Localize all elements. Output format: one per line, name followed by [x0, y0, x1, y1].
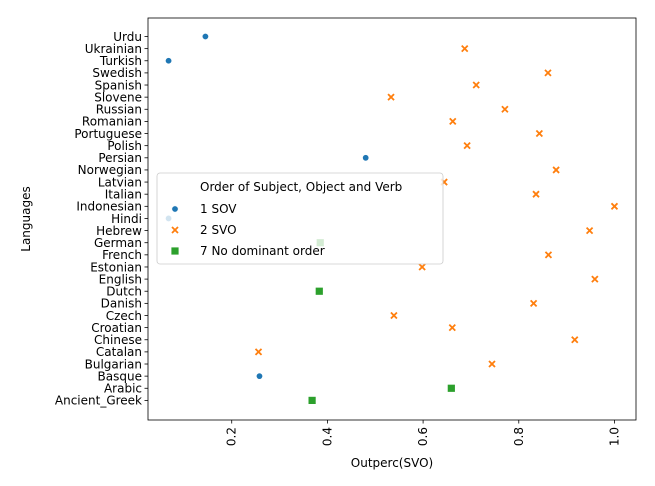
y-tick-label: Latvian	[98, 175, 142, 189]
y-tick-label: Estonian	[90, 260, 142, 274]
data-point	[463, 142, 471, 150]
data-point	[387, 93, 395, 101]
y-tick-label: Ukrainian	[85, 42, 142, 56]
legend-entry-label: 1 SOV	[200, 202, 237, 216]
data-point	[315, 287, 323, 295]
y-tick-label: Hindi	[111, 212, 142, 226]
y-tick-label: Urdu	[113, 30, 142, 44]
x-tick-label: 0.6	[416, 427, 430, 446]
y-tick-label: Slovene	[94, 90, 142, 104]
data-point	[591, 275, 599, 283]
x-tick-label: 0.2	[225, 427, 239, 446]
legend: Order of Subject, Object and Verb 1 SOV 2 …	[156, 172, 444, 265]
data-point	[165, 57, 173, 65]
data-point	[501, 105, 509, 113]
data-point	[571, 336, 579, 344]
y-tick-label: Arabic	[104, 382, 142, 396]
data-point	[390, 311, 398, 320]
data-point	[585, 226, 594, 235]
y-tick-label: Swedish	[92, 66, 142, 80]
data-point	[488, 360, 496, 368]
legend-box	[156, 172, 444, 265]
data-point	[418, 263, 426, 271]
y-tick-label: Norwegian	[78, 163, 142, 177]
y-tick-label: Basque	[98, 369, 142, 383]
y-tick-label: Danish	[101, 297, 142, 311]
data-point	[254, 348, 263, 356]
data-point	[472, 81, 480, 89]
y-tick-label: Croatian	[91, 321, 142, 335]
y-tick-label: Catalan	[96, 345, 142, 359]
x-tick-label: 0.8	[512, 427, 526, 446]
y-tick-label: Bulgarian	[85, 357, 142, 371]
y-tick-label: Turkish	[99, 54, 142, 68]
y-tick-label: Portuguese	[74, 127, 142, 141]
y-tick-label: Persian	[98, 151, 142, 165]
x-tick-label: 1.0	[607, 427, 621, 446]
y-tick-label: Russian	[96, 103, 142, 117]
legend-marker	[171, 226, 179, 234]
y-tick-label: Czech	[106, 309, 142, 323]
legend-title: Order of Subject, Object and Verb	[200, 180, 402, 194]
data-point	[461, 44, 469, 53]
data-point	[535, 129, 543, 138]
y-axis-ticks: UrduUkrainianTurkishSwedishSpanishSloven…	[55, 30, 148, 408]
data-point	[447, 384, 455, 392]
data-point	[529, 299, 538, 307]
y-tick-label: English	[99, 272, 142, 286]
data-point	[448, 323, 456, 332]
data-point	[362, 154, 370, 162]
y-tick-label: German	[94, 236, 142, 250]
y-tick-label: Hebrew	[96, 224, 142, 238]
data-point	[308, 396, 316, 404]
legend-entry-label: 7 No dominant order	[200, 244, 325, 258]
data-point	[255, 372, 263, 380]
legend-entry-label: 2 SVO	[200, 223, 237, 237]
x-tick-label: 0.4	[320, 427, 334, 446]
data-point	[532, 190, 540, 198]
data-point	[544, 251, 553, 259]
data-point	[552, 166, 560, 174]
y-tick-label: French	[102, 248, 142, 262]
y-tick-label: Polish	[107, 139, 142, 153]
y-tick-label: Ancient_Greek	[55, 394, 142, 408]
x-axis-label: Outperc(SVO)	[351, 456, 433, 470]
legend-marker	[171, 247, 179, 255]
y-tick-label: Italian	[105, 187, 142, 201]
data-point	[544, 69, 552, 77]
y-axis-label: Languages	[19, 186, 33, 251]
legend-marker	[171, 205, 179, 213]
data-point	[449, 117, 457, 126]
data-point	[610, 202, 619, 210]
y-tick-label: Dutch	[106, 285, 142, 299]
x-axis-ticks: 0.2 0.4 0.6 0.8 1.0	[225, 420, 621, 446]
y-tick-label: Chinese	[94, 333, 142, 347]
y-tick-label: Indonesian	[76, 200, 142, 214]
data-point	[201, 32, 209, 40]
y-tick-label: Romanian	[82, 115, 142, 129]
y-tick-label: Spanish	[95, 78, 142, 92]
